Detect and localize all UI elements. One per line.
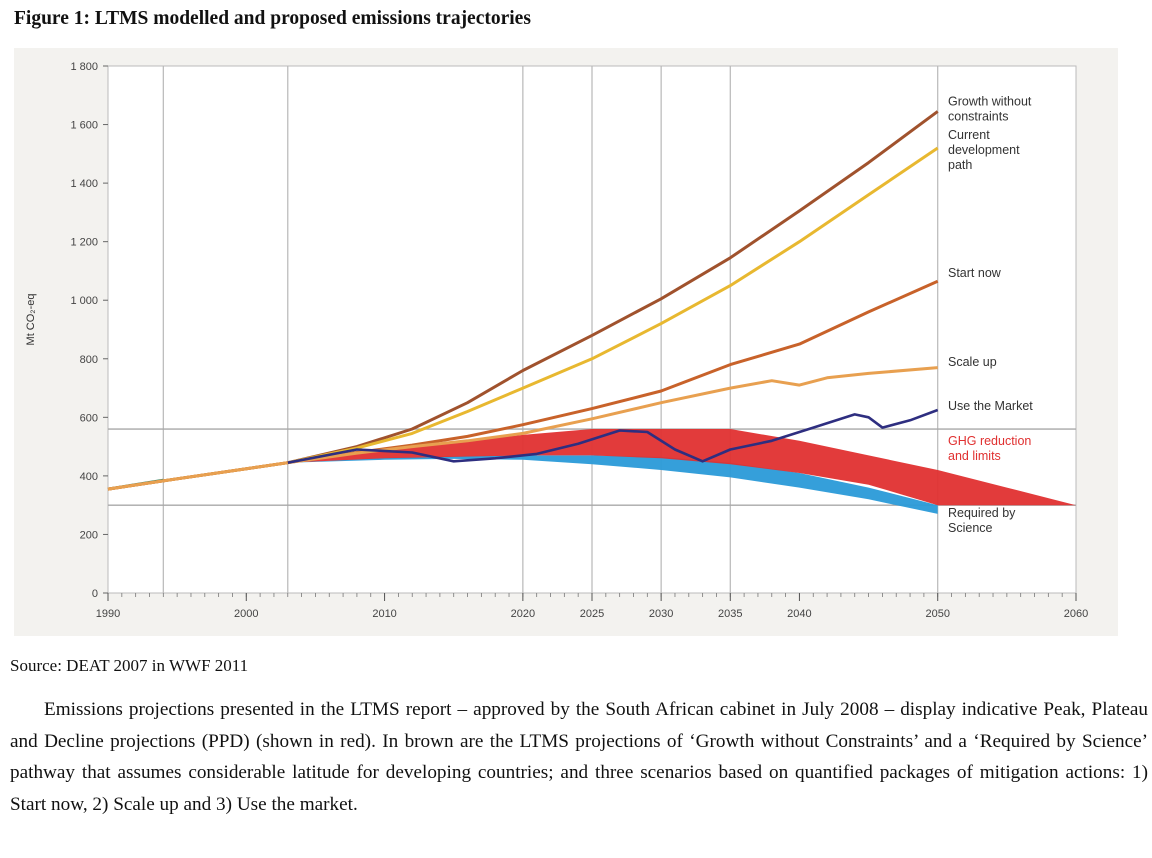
series-label-required-by-science: Science	[948, 521, 993, 535]
figure-title: Figure 1: LTMS modelled and proposed emi…	[14, 8, 531, 29]
line-use-the-market	[287, 408, 939, 464]
y-tick-label: 1 000	[70, 295, 98, 307]
series-label-current-development-path: path	[948, 158, 972, 172]
x-tick-label: 2010	[372, 608, 396, 620]
series-label-ghg-reduction-and-limits: GHG reduction	[948, 434, 1031, 448]
chart-area: 0 200 400 600 800 1 000 1 200 1 400 1 600 1 800 19…	[14, 48, 1118, 636]
series-label-scale-up: Scale up	[948, 355, 997, 369]
series-label-ghg-reduction-and-limits: and limits	[948, 449, 1001, 463]
band-ghg-reduction-and-limits	[287, 429, 1076, 506]
series-label-current-development-path: development	[948, 143, 1020, 157]
x-tick-label: 1990	[96, 608, 120, 620]
x-tick-label: 2035	[718, 608, 742, 620]
y-tick-label: 200	[80, 529, 98, 541]
x-tick-label: 2030	[649, 608, 673, 620]
series-label-use-the-market: Use the Market	[948, 399, 1033, 413]
y-tick-label: 1 800	[70, 61, 98, 73]
emissions-chart: 0 200 400 600 800 1 000 1 200 1 400 1 600 1 800 19…	[25, 61, 1088, 620]
x-tick-label: 2040	[787, 608, 811, 620]
y-tick-label: 1 400	[70, 178, 98, 190]
series-label-required-by-science: Required by	[948, 506, 1016, 520]
band-required-by-science	[287, 455, 938, 514]
source-note: Source: DEAT 2007 in WWF 2011	[10, 656, 249, 675]
series-label-current-development-path: Current	[948, 128, 990, 142]
y-tick-label: 0	[92, 588, 98, 600]
body-paragraph: Emissions projections presented in the L…	[10, 699, 1148, 815]
y-tick-label: 600	[80, 412, 98, 424]
y-tick-label: 1 200	[70, 237, 98, 249]
x-tick-label: 2025	[580, 608, 604, 620]
series-label-growth-without-constraints: Growth without	[948, 95, 1032, 109]
y-axis-label: Mt CO₂-eq	[25, 294, 37, 346]
series-label-growth-without-constraints: constraints	[948, 110, 1008, 124]
series-label-start-now: Start now	[948, 266, 1002, 280]
y-tick-label: 400	[80, 471, 98, 483]
y-tick-label: 800	[80, 354, 98, 366]
x-tick-label: 2000	[234, 608, 258, 620]
y-tick-label: 1 600	[70, 120, 98, 132]
x-tick-label: 2020	[511, 608, 535, 620]
x-tick-label: 2060	[1064, 608, 1088, 620]
x-tick-label: 2050	[925, 608, 949, 620]
